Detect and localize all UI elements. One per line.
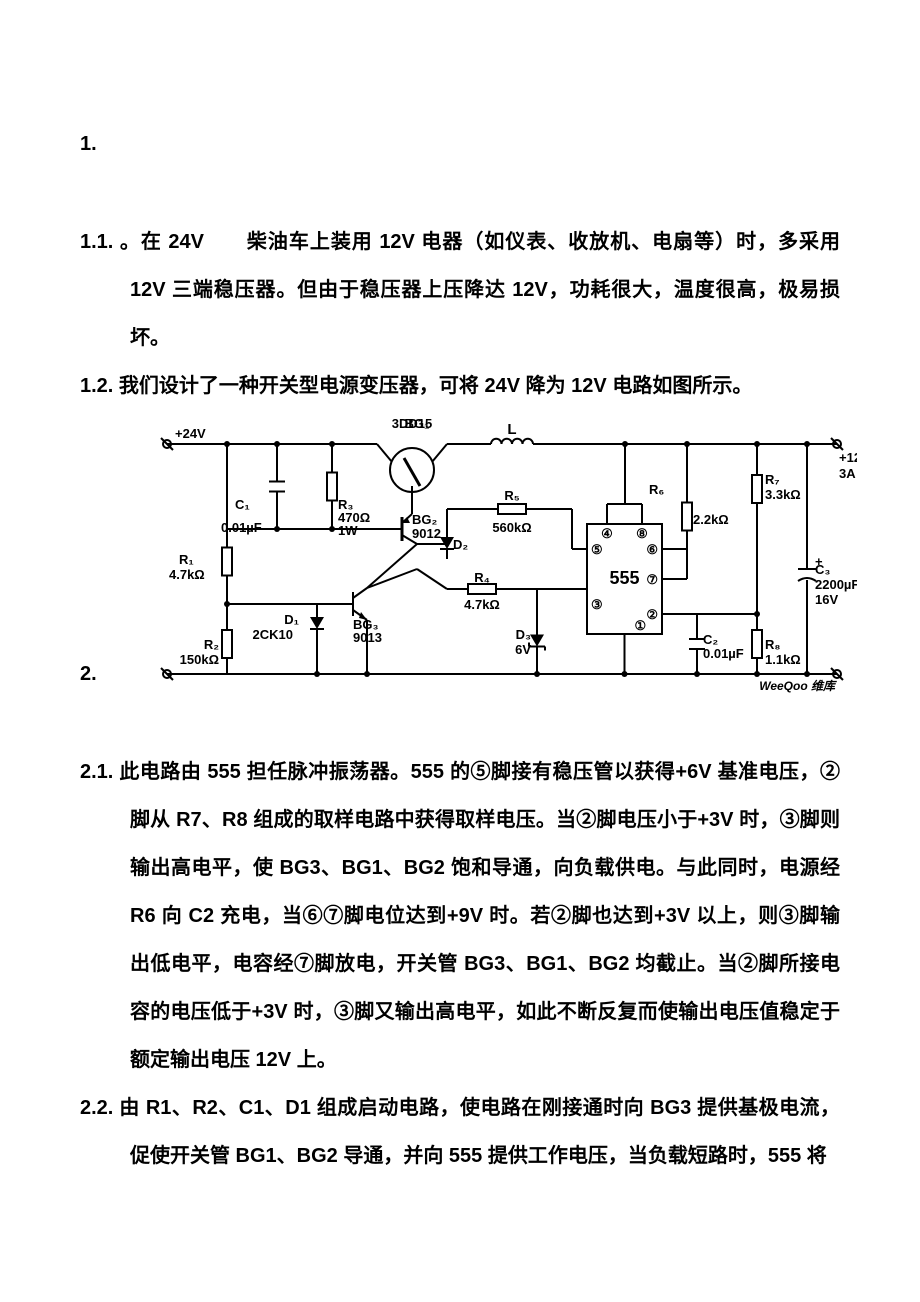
svg-text:R₁: R₁ [179,552,194,567]
svg-text:R₂: R₂ [204,637,219,652]
svg-text:+12V: +12V [839,450,857,465]
svg-text:R₇: R₇ [765,472,780,487]
svg-text:D₁: D₁ [284,612,299,627]
svg-text:③: ③ [591,597,603,612]
svg-text:R₅: R₅ [504,488,519,503]
svg-text:4.7kΩ: 4.7kΩ [464,597,500,612]
svg-text:1.1kΩ: 1.1kΩ [765,652,801,667]
svg-text:3A: 3A [839,466,856,481]
svg-text:R₈: R₈ [765,637,780,652]
section-1-heading: 1. [80,120,840,168]
svg-text:150kΩ: 150kΩ [179,652,218,667]
svg-text:C₁: C₁ [235,497,250,512]
svg-text:0.01µF: 0.01µF [703,646,744,661]
svg-text:4.7kΩ: 4.7kΩ [169,567,205,582]
svg-text:L: L [507,421,516,438]
svg-text:3.3kΩ: 3.3kΩ [765,487,801,502]
svg-text:C₃: C₃ [815,562,830,577]
svg-text:6V: 6V [515,642,531,657]
para-2-2-num: 2.2. [80,1097,113,1119]
svg-text:560kΩ: 560kΩ [492,520,531,535]
svg-text:9013: 9013 [353,630,382,645]
svg-text:1W: 1W [338,523,358,538]
svg-text:②: ② [646,607,658,622]
svg-text:R₄: R₄ [474,570,490,585]
svg-text:⑧: ⑧ [636,526,648,541]
svg-text:2CK10: 2CK10 [252,627,292,642]
svg-text:⑤: ⑤ [591,542,603,557]
para-1-1: 1.1. 。在 24V 柴油车上装用 12V 电器（如仪表、收放机、电扇等）时，… [80,218,840,362]
svg-text:2200µF: 2200µF [815,577,857,592]
svg-text:9012: 9012 [412,526,441,541]
para-1-2-text: 我们设计了一种开关型电源变压器，可将 24V 降为 12V 电路如图所示。 [119,375,752,397]
svg-text:16V: 16V [815,592,838,607]
para-1-1-text: 。在 24V 柴油车上装用 12V 电器（如仪表、收放机、电扇等）时，多采用12… [120,231,840,349]
para-1-2-num: 1.2. [80,375,113,397]
svg-text:+24V: +24V [175,426,206,441]
diagram-row: 2. +24V+12V3AL3DD15BG₁C₁0.01µFR₁4.7kΩR₂1… [80,410,840,698]
section-2-heading: 2. [80,650,97,698]
svg-text:WeeQoo 维库: WeeQoo 维库 [759,679,837,693]
svg-text:①: ① [634,618,646,633]
svg-text:D₃: D₃ [515,627,530,642]
para-2-1-text: 此电路由 555 担任脉冲振荡器。555 的⑤脚接有稳压管以获得+6V 基准电压… [119,761,840,1071]
svg-text:555: 555 [609,568,639,588]
svg-text:BG₁: BG₁ [404,416,429,431]
svg-text:C₂: C₂ [703,632,718,647]
para-1-1-num: 1.1. [80,231,113,253]
circuit-diagram: +24V+12V3AL3DD15BG₁C₁0.01µFR₁4.7kΩR₂150k… [117,414,857,694]
svg-text:2.2kΩ: 2.2kΩ [693,512,729,527]
para-2-1-num: 2.1. [80,761,113,783]
para-1-2: 1.2. 我们设计了一种开关型电源变压器，可将 24V 降为 12V 电路如图所… [80,362,840,410]
para-2-2-text: 由 R1、R2、C1、D1 组成启动电路，使电路在刚接通时向 BG3 提供基极电… [119,1097,840,1167]
svg-text:D₂: D₂ [453,537,468,552]
document-page: 1. 1.1. 。在 24V 柴油车上装用 12V 电器（如仪表、收放机、电扇等… [0,0,920,1240]
svg-text:BG₂: BG₂ [412,512,438,527]
svg-text:⑥: ⑥ [646,542,658,557]
para-2-2: 2.2. 由 R1、R2、C1、D1 组成启动电路，使电路在刚接通时向 BG3 … [80,1084,840,1180]
para-2-1: 2.1. 此电路由 555 担任脉冲振荡器。555 的⑤脚接有稳压管以获得+6V… [80,748,840,1084]
svg-text:⑦: ⑦ [646,572,658,587]
svg-text:R₆: R₆ [649,482,664,497]
spacer [80,698,840,748]
spacer [80,168,840,218]
svg-text:④: ④ [601,526,613,541]
